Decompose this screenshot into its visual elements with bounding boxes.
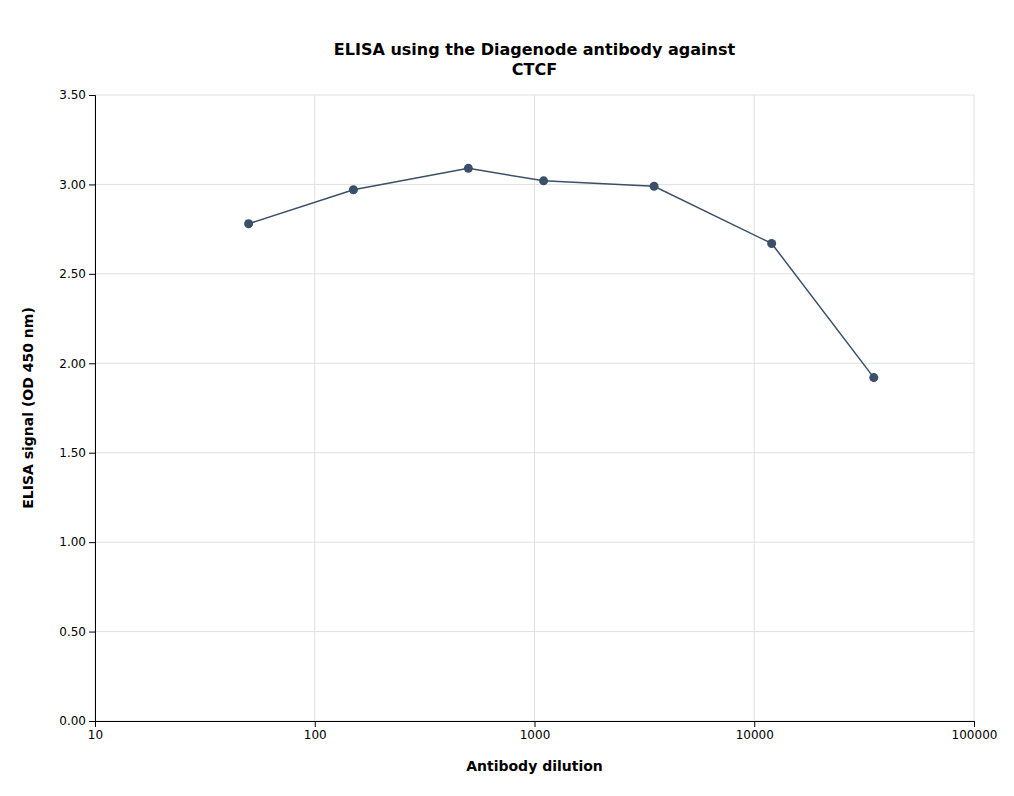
grid-line-y [95,184,974,185]
point [464,164,473,173]
tick: 1000 [520,721,551,742]
y-axis: 0.00 0.50 1.00 1.50 2.00 2.50 3.00 3.50 [59,88,95,728]
tick-label: 0.50 [59,625,86,639]
tick-label: 0.00 [59,714,86,728]
tick-label: 100000 [952,728,998,742]
tick-label: 3.00 [59,178,86,192]
tick-mark [89,274,95,275]
grid-line-y [95,542,974,543]
grid-line-x [534,95,535,721]
tick-label: 10 [88,728,103,742]
grid-line-x [754,95,755,721]
point [539,176,548,185]
tick: 1.00 [59,535,95,549]
tick: 3.00 [59,178,95,192]
grid-line-y [95,631,974,632]
tick-label: 2.00 [59,357,86,371]
point [650,182,659,191]
title-line: CTCF [512,60,557,79]
tick-mark [535,721,536,727]
grid-line-y [95,273,974,274]
tick-mark [89,453,95,454]
tick: 2.50 [59,267,95,281]
tick-mark [89,542,95,543]
tick: 100 [304,721,327,742]
tick-mark [754,721,755,727]
grid-line-x [314,95,315,721]
tick-label: 1000 [520,728,551,742]
line [249,168,874,377]
title-line: ELISA using the Diagenode antibody again… [334,40,736,59]
tick-label: 1.50 [59,446,86,460]
plot: 10 100 1000 10000 100000 0.00 0.50 1.00 1.50 2.00… [59,88,997,741]
grid-line-y [95,452,974,453]
grid-line-y [95,95,974,96]
tick: 100000 [952,721,998,742]
tick-mark [89,632,95,633]
tick-mark [315,721,316,727]
point [244,219,253,228]
tick: 0.50 [59,625,95,639]
tick-label: 10000 [736,728,774,742]
tick-mark [89,721,95,722]
axis-line [96,722,975,728]
tick: 10 [88,721,103,742]
grid-line-x [974,95,975,721]
tick-label: 100 [304,728,327,742]
point [349,185,358,194]
marks [244,164,878,382]
tick: 0.00 [59,714,95,728]
point [869,373,878,382]
grid-line-y [95,363,974,364]
tick-label: 3.50 [59,88,86,102]
point [767,239,776,248]
tick-label: 2.50 [59,267,86,281]
tick-mark [89,95,95,96]
tick: 3.50 [59,88,95,102]
chart: 10 100 1000 10000 100000 0.00 0.50 1.00 1.50 2.00… [0,0,1014,796]
tick-label: 1.00 [59,535,86,549]
tick-mark [89,363,95,364]
y-axis-label: ELISA signal (OD 450 nm) [20,307,36,509]
x-axis-label: Antibody dilution [466,758,603,774]
tick: 1.50 [59,446,95,460]
grid [95,95,974,721]
tick-mark [974,721,975,727]
x-axis: 10 100 1000 10000 100000 [88,721,998,742]
tick: 2.00 [59,357,95,371]
axis-line [89,96,96,722]
tick: 10000 [736,721,774,742]
tick-mark [89,184,95,185]
title: ELISA using the Diagenode antibody again… [334,40,736,79]
